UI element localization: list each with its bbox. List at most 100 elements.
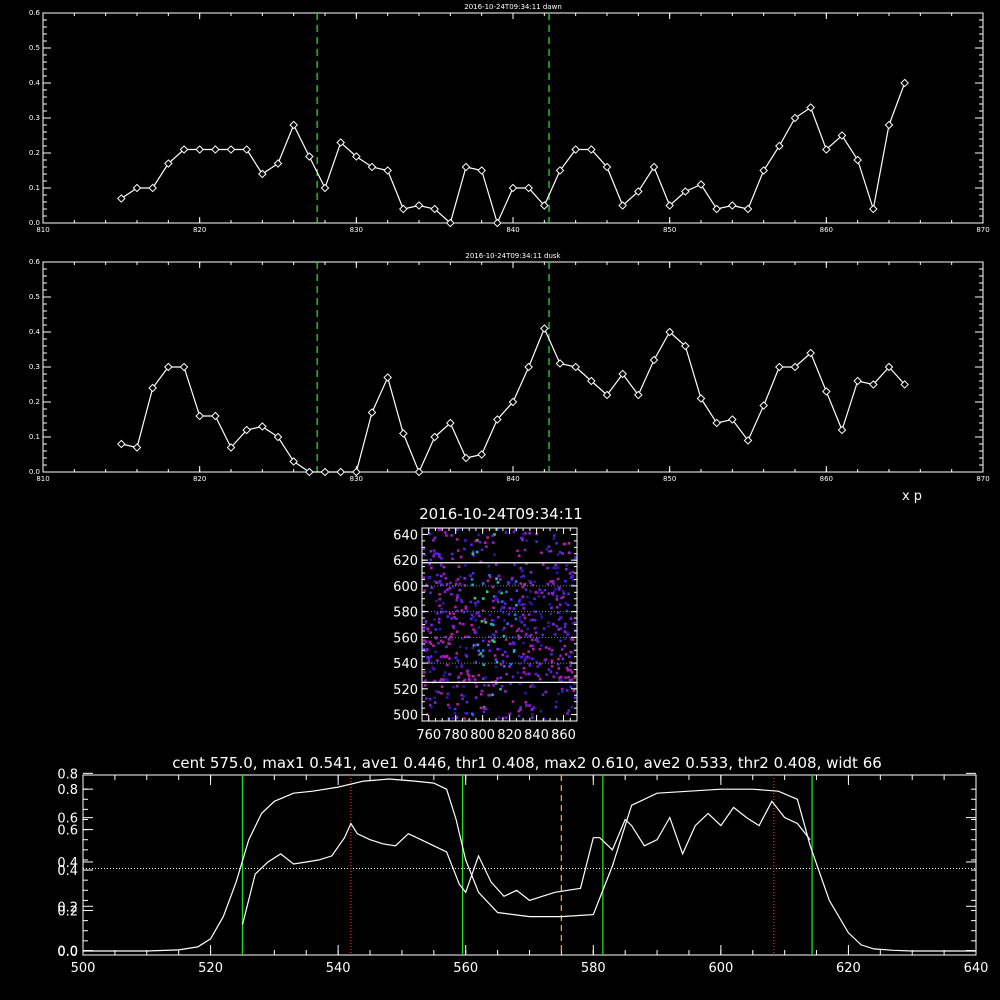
dusk-data-point — [461, 453, 471, 463]
image-pixel — [568, 655, 571, 659]
image-pixel — [440, 574, 443, 578]
image-pixel — [561, 590, 565, 593]
image-pixel — [529, 571, 533, 574]
dusk-data-point — [540, 324, 549, 333]
image-pixel — [471, 646, 475, 650]
image-pixel — [455, 538, 459, 541]
image-pixel — [566, 603, 570, 607]
image-pixel — [456, 659, 460, 662]
image-pixel — [453, 707, 457, 711]
image-ytick-label: 620 — [393, 554, 418, 569]
image-pixel — [442, 572, 446, 576]
image-pixel — [463, 711, 467, 715]
image-pixel — [512, 607, 516, 610]
image-pixel — [432, 667, 436, 671]
image-pixel — [424, 679, 427, 682]
image-pixel — [570, 705, 574, 709]
image-pixel — [465, 655, 468, 658]
image-pixel — [566, 633, 569, 636]
image-pixel — [460, 600, 464, 604]
image-pixel — [515, 629, 519, 633]
image-pixel — [462, 680, 465, 683]
image-pixel — [447, 703, 450, 707]
image-pixel — [529, 633, 533, 637]
image-pixel — [453, 616, 456, 619]
image-pixel — [492, 541, 495, 544]
profile-ytick-label: 0.8 — [57, 783, 78, 798]
profile-ytick-label-alt: 0.6 — [57, 812, 78, 827]
profile-xtick-label: 500 — [71, 961, 96, 976]
dusk-xlabel: x p — [902, 489, 922, 504]
image-pixel — [493, 633, 497, 637]
image-pixel — [519, 676, 523, 679]
image-pixel — [482, 597, 485, 600]
image-pixel — [511, 576, 514, 580]
image-pixel — [474, 696, 478, 699]
image-pixel — [455, 716, 459, 719]
image-pixel — [534, 610, 537, 613]
image-pixel — [525, 539, 528, 542]
image-pixel — [427, 576, 431, 580]
dusk-xtick-label: 810 — [36, 475, 49, 483]
image-pixel — [496, 648, 499, 651]
image-pixel — [492, 599, 495, 603]
image-pixel — [476, 643, 480, 647]
image-pixel — [550, 665, 554, 668]
image-pixel — [515, 603, 518, 607]
dusk-data-point — [383, 373, 392, 382]
image-pixel — [431, 666, 434, 669]
image-pixel — [484, 541, 487, 544]
image-pixel — [556, 566, 560, 569]
dusk-data-point — [665, 327, 674, 337]
dusk-data-point — [900, 380, 909, 389]
image-pixel — [556, 553, 560, 556]
image-pixel — [482, 677, 485, 680]
image-pixel — [432, 549, 436, 552]
image-pixel — [464, 653, 467, 657]
image-pixel — [567, 542, 571, 545]
image-pixel — [493, 636, 496, 640]
image-pixel — [435, 573, 439, 577]
image-pixel — [571, 638, 575, 641]
image-pixel — [423, 643, 426, 647]
image-pixel — [559, 654, 562, 657]
image-pixel — [548, 602, 552, 606]
image-pixel — [526, 627, 529, 631]
image-pixel — [487, 643, 490, 647]
image-pixel — [430, 623, 433, 627]
image-pixel — [459, 555, 463, 559]
image-pixel — [517, 602, 521, 605]
image-pixel — [464, 635, 467, 639]
image-pixel — [526, 655, 529, 659]
image-pixel — [426, 629, 430, 633]
image-pixel — [547, 625, 550, 628]
image-pixel — [531, 644, 534, 647]
image-pixel — [422, 547, 426, 550]
image-pixel — [440, 557, 443, 560]
image-pixel — [501, 611, 505, 614]
image-pixel — [423, 671, 426, 674]
image-pixel — [527, 650, 530, 653]
image-pixel — [485, 590, 489, 593]
dawn-data-point — [571, 145, 580, 154]
image-pixel — [509, 598, 513, 601]
image-pixel — [440, 611, 443, 614]
image-pixel — [425, 697, 428, 700]
image-pixel — [481, 655, 485, 658]
image-pixel — [522, 659, 526, 663]
image-pixel — [566, 669, 569, 673]
image-pixel — [525, 672, 528, 676]
image-pixel — [481, 609, 485, 612]
image-pixel — [460, 664, 463, 667]
image-pixel — [462, 610, 466, 614]
image-pixel — [436, 612, 439, 615]
image-pixel — [558, 618, 561, 621]
image-pixel — [477, 533, 480, 537]
image-pixel — [524, 701, 528, 704]
dawn-ytick-label: 0.2 — [29, 149, 40, 157]
image-pixel — [525, 562, 528, 565]
image-pixel — [480, 620, 484, 623]
image-pixel — [569, 685, 573, 689]
image-pixel — [458, 622, 462, 625]
image-pixel — [448, 706, 451, 709]
